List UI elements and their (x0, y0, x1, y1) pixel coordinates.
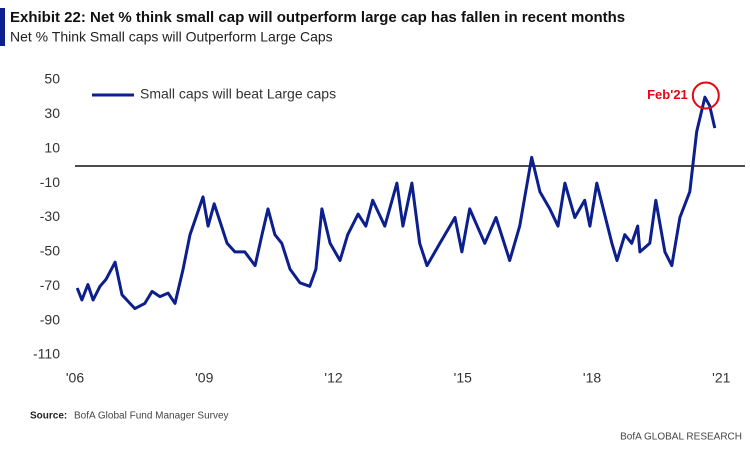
x-tick-label: '09 (195, 370, 213, 386)
footer: BofA GLOBAL RESEARCH (620, 432, 742, 443)
x-tick-label: '18 (583, 370, 601, 386)
source-text: BofA Global Fund Manager Survey (74, 411, 229, 422)
x-tick-label: '21 (712, 370, 730, 386)
x-tick-label: '15 (454, 370, 472, 386)
x-tick-label: '06 (66, 370, 84, 386)
y-tick-label: -50 (40, 243, 60, 259)
x-tick-label: '12 (324, 370, 342, 386)
annotation-label: Feb'21 (647, 87, 688, 102)
y-tick-label: -10 (40, 174, 60, 190)
y-tick-label: -110 (33, 346, 60, 362)
y-tick-label: 30 (44, 105, 60, 121)
y-tick-label: 10 (44, 139, 60, 155)
legend-label: Small caps will beat Large caps (140, 86, 336, 102)
series-line (75, 95, 717, 311)
chart-title: Exhibit 22: Net % think small cap will o… (10, 9, 625, 26)
y-tick-label: -90 (40, 311, 60, 327)
title-accent (0, 8, 5, 46)
y-tick-label: 50 (44, 71, 60, 87)
y-tick-label: -30 (40, 208, 60, 224)
annotation-circle (691, 81, 720, 110)
chart-subtitle: Net % Think Small caps will Outperform L… (10, 29, 333, 45)
source-label: Source: (30, 411, 67, 422)
y-tick-label: -70 (40, 277, 60, 293)
